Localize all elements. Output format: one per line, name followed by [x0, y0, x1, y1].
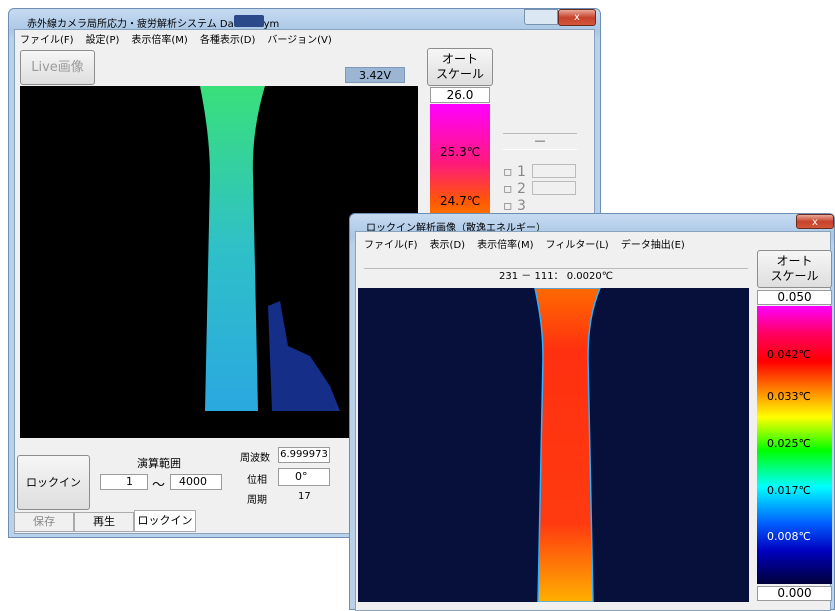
- menu-item[interactable]: 各種表示(D): [200, 35, 256, 46]
- input-box[interactable]: [532, 164, 576, 178]
- checkbox-label: 3: [517, 198, 526, 214]
- autoscale-text: オート: [428, 52, 492, 67]
- range-from[interactable]: 1: [100, 474, 148, 490]
- menu-item[interactable]: 表示倍率(M): [477, 240, 533, 251]
- menu-item[interactable]: 設定(P): [86, 35, 120, 46]
- menu-item[interactable]: データ抽出(E): [621, 240, 685, 251]
- autoscale-text: スケール: [758, 269, 831, 284]
- info-line: 231 － 111： 0.0020℃: [364, 268, 748, 285]
- scale-label: 0.008℃: [767, 531, 814, 542]
- autoscale-text: スケール: [428, 67, 492, 82]
- close-button[interactable]: x: [796, 214, 834, 229]
- menu-item[interactable]: フィルター(L): [546, 240, 609, 251]
- scale-label: 0.017℃: [767, 485, 814, 496]
- input-box[interactable]: [532, 181, 576, 195]
- scale-min: 0.000: [757, 586, 832, 601]
- checkbox[interactable]: ▫ 1: [503, 164, 526, 181]
- menu-item[interactable]: バージョン(V): [267, 35, 331, 46]
- scale-label: 25.3℃: [440, 146, 483, 158]
- menu-item[interactable]: ファイル(F): [20, 35, 74, 46]
- period-label: 周期: [247, 491, 267, 506]
- scale-max: 0.050: [757, 290, 832, 305]
- autoscale-button[interactable]: オートスケール: [427, 48, 493, 86]
- tab[interactable]: 再生: [74, 512, 134, 532]
- phase-dropdown[interactable]: 0°: [278, 468, 330, 486]
- tab[interactable]: 保存: [14, 512, 74, 532]
- scale-label: 0.033℃: [767, 391, 814, 402]
- checkbox-label: 1: [517, 164, 526, 180]
- taskbar-thumb: [234, 15, 264, 27]
- scale-label: 24.7℃: [440, 195, 483, 207]
- range-label: 演算範囲: [137, 455, 181, 471]
- scale-label: 0.025℃: [767, 438, 814, 449]
- period-value: 17: [298, 491, 311, 502]
- autoscale-button[interactable]: オートスケール: [757, 250, 832, 288]
- menu-item[interactable]: 表示(D): [430, 240, 466, 251]
- main-menu: ファイル(F) 設定(P) 表示倍率(M) 各種表示(D) バージョン(V): [20, 31, 344, 46]
- range-to[interactable]: 4000: [170, 474, 222, 490]
- autoscale-text: オート: [758, 254, 831, 269]
- lockin-image: [358, 288, 749, 602]
- menu-item[interactable]: 表示倍率(M): [131, 35, 187, 46]
- live-button[interactable]: Live画像: [20, 50, 95, 85]
- phase-label: 位相: [247, 471, 267, 486]
- min-max-buttons[interactable]: [524, 9, 558, 25]
- voltage: 3.42V: [345, 67, 405, 83]
- status: —: [503, 133, 577, 150]
- checkbox[interactable]: ▫ 2: [503, 181, 526, 198]
- scale-label: 0.042℃: [767, 349, 814, 360]
- checkbox-label: 2: [517, 181, 526, 197]
- scale-max: 26.0: [430, 87, 490, 103]
- close-button[interactable]: x: [558, 9, 596, 26]
- range-separator: 〜: [152, 474, 165, 493]
- lockin-menu: ファイル(F) 表示(D) 表示倍率(M) フィルター(L) データ抽出(E): [364, 236, 697, 251]
- page: 赤外線カメラ局所応力・疲労解析システム Data23.tym x ファイル(F)…: [0, 0, 835, 610]
- menu-item[interactable]: ファイル(F): [364, 240, 418, 251]
- checkbox-list: ▫ 1 ▫ 2 ▫ 3: [503, 164, 526, 215]
- tab[interactable]: ロックイン: [134, 510, 196, 532]
- freq-label: 周波数: [240, 449, 270, 464]
- freq-value: 6.999973: [278, 447, 330, 463]
- phase-value: 0°: [295, 470, 308, 483]
- lockin-button[interactable]: ロックイン: [17, 455, 90, 510]
